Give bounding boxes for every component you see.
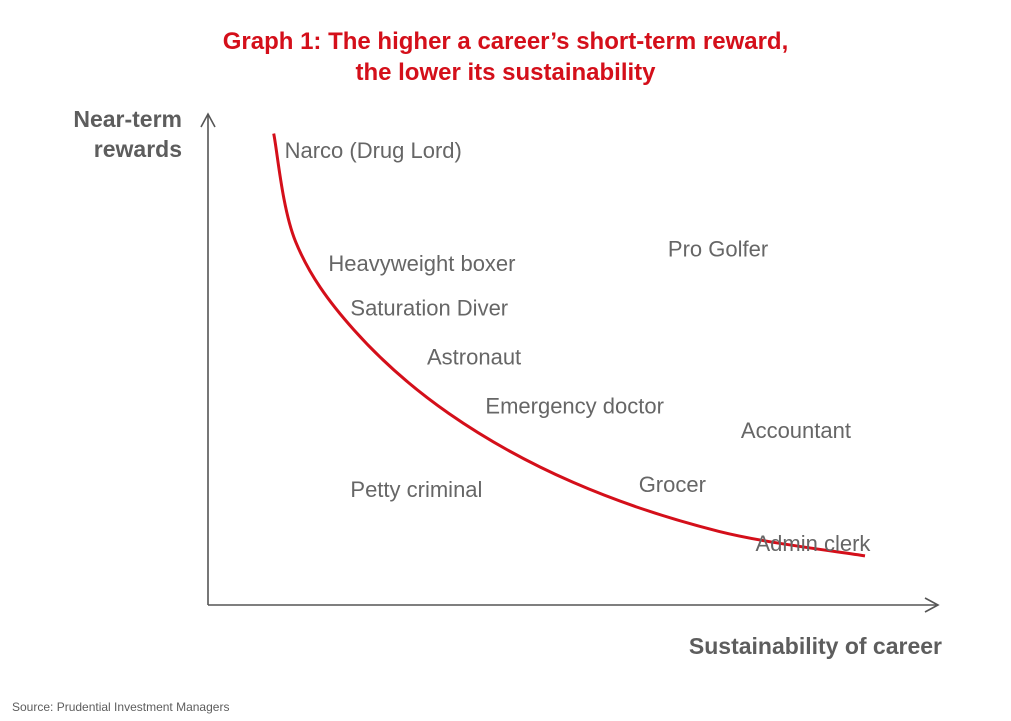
career-label-astronaut: Astronaut — [427, 344, 521, 369]
chart-title-line-2: the lower its sustainability — [355, 59, 656, 86]
x-axis-arrow-icon — [924, 597, 940, 613]
career-label-petty-criminal: Petty criminal — [350, 477, 482, 502]
trend-curve — [272, 133, 866, 558]
career-labels: Narco (Drug Lord) Heavyweight boxer Pro Go… — [285, 138, 872, 556]
career-label-grocer: Grocer — [639, 472, 706, 497]
career-label-emergency-doctor: Emergency doctor — [485, 394, 664, 419]
y-axis-label-line-1: Near-term — [73, 106, 182, 132]
career-label-saturation-diver: Saturation Diver — [350, 295, 508, 320]
chart-title: Graph 1: The higher a career’s short-ter… — [0, 26, 1011, 88]
career-label-admin-clerk: Admin clerk — [756, 531, 872, 556]
x-axis-label: Sustainability of career — [688, 633, 942, 659]
career-label-accountant: Accountant — [741, 418, 851, 443]
y-axis-label-line-2: rewards — [93, 136, 182, 162]
axes — [200, 112, 940, 613]
y-axis-label: Near-term rewards — [40, 104, 182, 164]
source-note: Source: Prudential Investment Managers — [12, 700, 230, 714]
career-label-pro-golfer: Pro Golfer — [668, 236, 768, 261]
y-axis-arrow-icon — [200, 112, 216, 128]
career-label-heavyweight-boxer: Heavyweight boxer — [328, 251, 515, 276]
career-label-narco-drug-lord: Narco (Drug Lord) — [285, 138, 462, 163]
chart-title-line-1: Graph 1: The higher a career’s short-ter… — [222, 28, 789, 55]
